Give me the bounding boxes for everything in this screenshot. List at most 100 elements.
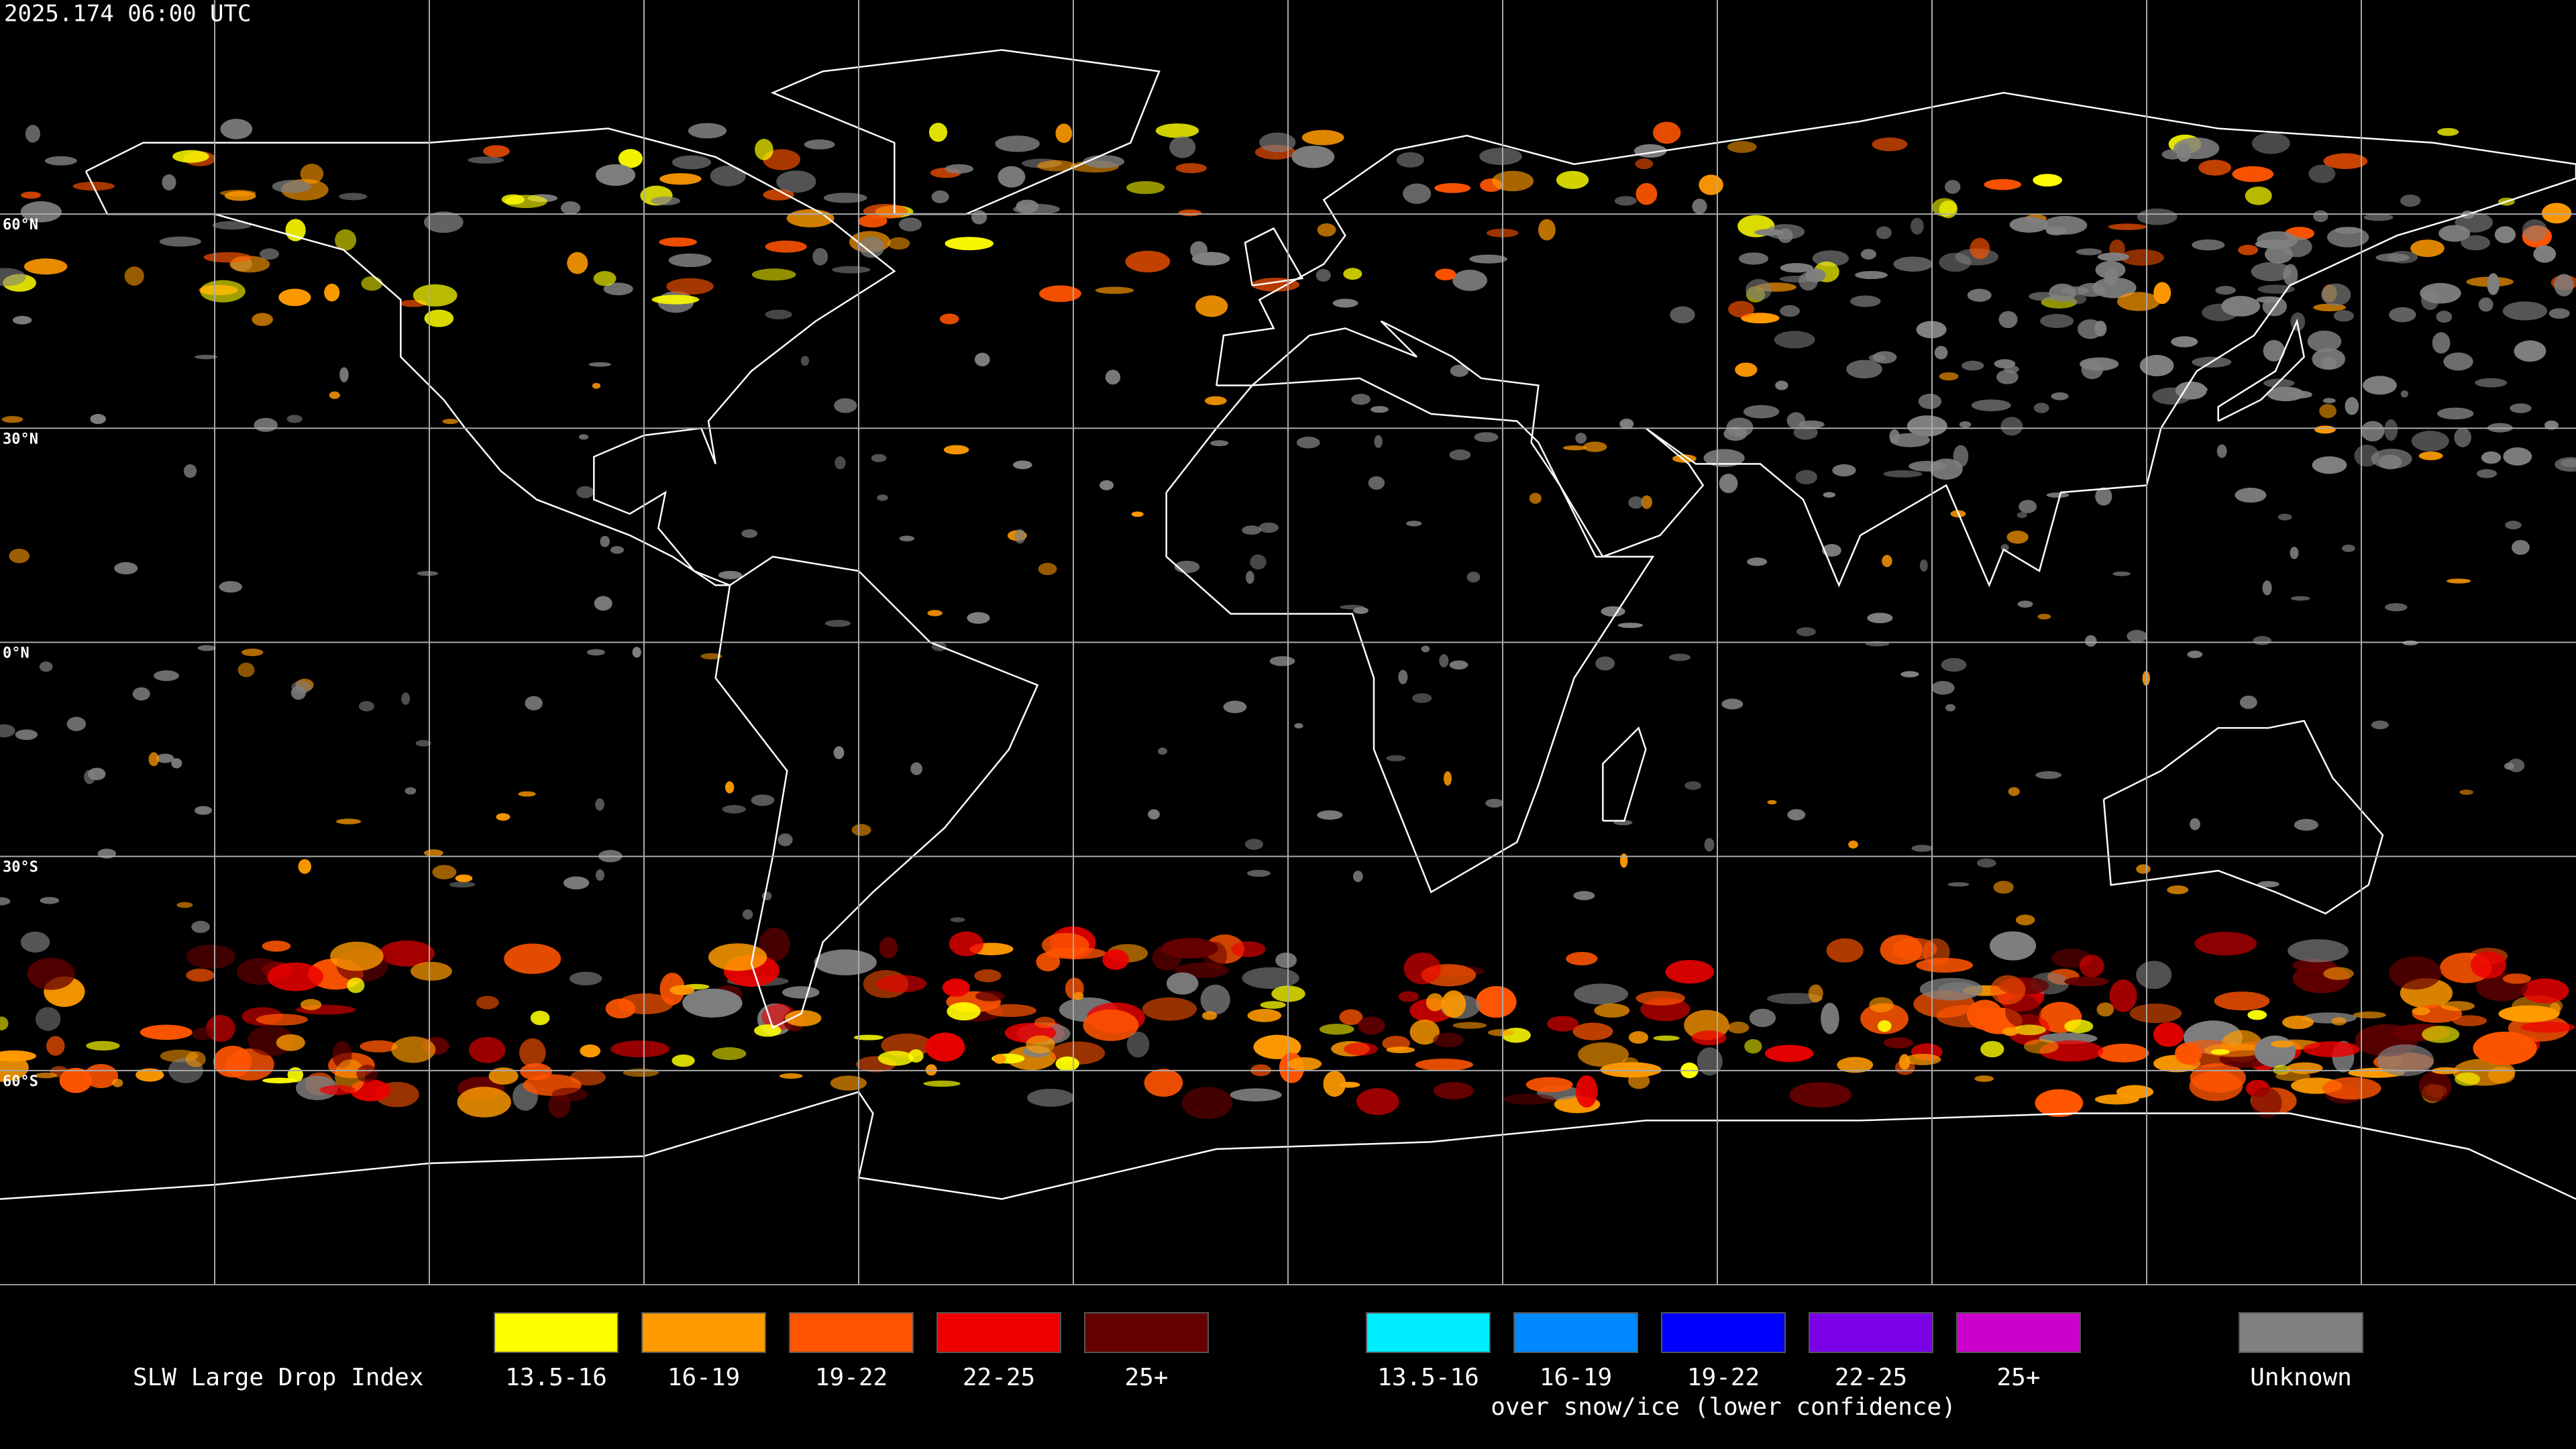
cloud-patch <box>1909 461 1947 472</box>
cloud-patch <box>1452 1022 1487 1029</box>
cloud-patch <box>286 415 303 423</box>
cloud-patch <box>763 189 794 201</box>
cloud-patch <box>483 145 510 158</box>
cloud-patch <box>27 957 75 990</box>
cloud-patch <box>859 236 885 258</box>
cloud-patch <box>9 548 30 564</box>
cloud-patch <box>570 971 602 985</box>
cloud-patch <box>763 149 801 170</box>
cloud-patch <box>888 237 910 250</box>
cloud-patch <box>66 716 87 731</box>
cloud-patch <box>985 1004 1037 1017</box>
cloud-patch <box>1904 1053 1941 1065</box>
cloud-patch <box>2400 195 2421 207</box>
cloud-patch <box>651 294 700 305</box>
cloud-patch <box>1332 299 1358 308</box>
cloud-patch <box>1026 1035 1055 1054</box>
cloud-patch <box>2541 203 2572 224</box>
cloud-patch <box>46 1036 65 1056</box>
cloud-patch <box>1433 1082 1474 1099</box>
cloud-patch <box>20 201 62 223</box>
cloud-patch <box>1491 170 1534 192</box>
cloud-patch <box>237 662 255 678</box>
cloud-patch <box>668 253 712 268</box>
cloud-patch <box>2487 273 2500 295</box>
cloud-patch <box>1692 199 1707 215</box>
coastline <box>2217 318 2306 422</box>
cloud-patch <box>1704 838 1715 852</box>
cloud-patch <box>1635 991 1685 1006</box>
cloud-patch <box>2438 225 2471 242</box>
coastline <box>1244 227 1304 286</box>
cloud-patch <box>949 931 984 957</box>
cloud-patch <box>2307 330 2342 353</box>
cloud-patch <box>1635 158 1654 170</box>
legend-caption: over snow/ice (lower confidence) <box>1491 1393 1956 1421</box>
cloud-patch <box>2389 956 2442 990</box>
cloud-patch <box>1045 947 1107 959</box>
cloud-patch <box>59 1067 93 1093</box>
cloud-patch <box>1726 417 1754 437</box>
cloud-patch <box>1869 997 1894 1013</box>
cloud-patch <box>501 194 525 205</box>
cloud-patch <box>1735 362 1758 377</box>
cloud-patch <box>2216 444 2227 458</box>
cloud-patch <box>1911 217 1924 235</box>
cloud-patch <box>975 991 1006 1002</box>
cloud-patch <box>875 975 927 993</box>
cloud-patch <box>765 309 792 320</box>
cloud-patch <box>832 266 871 274</box>
cloud-patch <box>576 486 594 498</box>
cloud-patch <box>945 237 994 250</box>
cloud-patch <box>2377 454 2402 470</box>
cloud-patch <box>20 931 50 953</box>
latitude-label: 0°N <box>3 645 30 662</box>
cloud-patch <box>2481 451 2502 464</box>
cloud-patch <box>2270 1040 2294 1048</box>
cloud-patch <box>1316 268 1331 282</box>
cloud-patch <box>560 201 581 215</box>
cloud-patch <box>1808 984 1823 1003</box>
cloud-patch <box>1945 704 1955 712</box>
cloud-patch <box>1727 141 1757 153</box>
cloud-patch <box>44 156 77 166</box>
cloud-patch <box>1398 991 1419 1002</box>
cloud-patch <box>172 150 209 163</box>
coastline <box>2102 720 2384 915</box>
cloud-patch <box>2190 818 2200 830</box>
cloud-patch <box>2281 236 2312 258</box>
cloud-patch <box>1244 839 1264 850</box>
legend-swatch <box>2239 1312 2363 1353</box>
cloud-patch <box>1469 254 1507 264</box>
cloud-patch <box>1269 656 1295 666</box>
cloud-patch <box>476 996 499 1010</box>
cloud-patch <box>898 217 922 231</box>
cloud-patch <box>2498 1005 2560 1022</box>
cloud-patch <box>718 570 743 580</box>
cloud-patch <box>2120 249 2164 266</box>
cloud-patch <box>1358 1016 1385 1035</box>
cloud-patch <box>1779 275 1817 283</box>
cloud-patch <box>2190 1063 2246 1093</box>
coastline <box>1602 726 1647 822</box>
cloud-patch <box>0 1050 36 1062</box>
cloud-patch <box>1919 977 1983 1001</box>
cloud-patch <box>2447 578 2471 584</box>
cloud-patch <box>256 1014 308 1026</box>
cloud-patch <box>666 278 714 295</box>
cloud-patch <box>136 1068 164 1082</box>
cloud-patch <box>610 545 625 554</box>
cloud-patch <box>578 434 589 440</box>
cloud-patch <box>1144 1069 1183 1097</box>
cloud-patch <box>1013 460 1032 470</box>
cloud-patch <box>2256 296 2281 303</box>
cloud-patch <box>1201 1011 1218 1020</box>
cloud-patch <box>2247 1010 2267 1020</box>
cloud-patch <box>1867 612 1893 623</box>
cloud-patch <box>1728 301 1754 318</box>
cloud-patch <box>336 818 362 824</box>
cloud-patch <box>2508 759 2525 773</box>
cloud-patch <box>1275 952 1297 969</box>
cloud-patch <box>1317 810 1343 820</box>
cloud-patch <box>923 1080 961 1087</box>
